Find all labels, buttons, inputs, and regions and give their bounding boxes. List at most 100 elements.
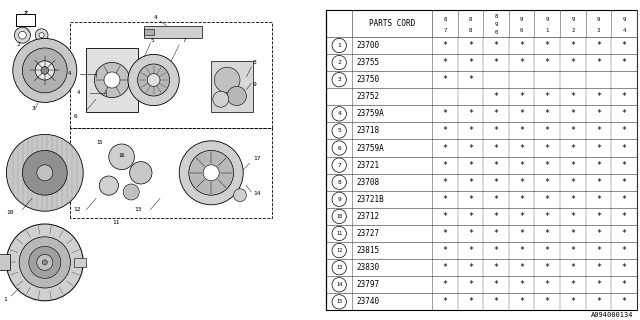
Circle shape: [227, 86, 246, 106]
Text: *: *: [596, 41, 601, 50]
Text: *: *: [621, 280, 627, 289]
Circle shape: [6, 224, 83, 301]
Text: *: *: [493, 178, 499, 187]
Circle shape: [332, 175, 346, 189]
Bar: [326, 242, 637, 259]
Text: *: *: [570, 297, 575, 306]
Text: *: *: [545, 126, 550, 135]
Text: *: *: [570, 161, 575, 170]
Text: *: *: [570, 246, 575, 255]
Circle shape: [332, 55, 346, 70]
Text: *: *: [570, 195, 575, 204]
Text: *: *: [545, 195, 550, 204]
Bar: [326, 293, 637, 310]
Text: *: *: [468, 41, 473, 50]
Text: 23712: 23712: [357, 212, 380, 221]
Text: *: *: [545, 263, 550, 272]
Bar: [74, 258, 86, 267]
Text: 23830: 23830: [357, 263, 380, 272]
Text: *: *: [621, 246, 627, 255]
Text: *: *: [493, 144, 499, 153]
Text: *: *: [442, 144, 447, 153]
Text: 23740: 23740: [357, 297, 380, 306]
Bar: [326, 276, 637, 293]
Text: *: *: [468, 195, 473, 204]
Text: *: *: [442, 161, 447, 170]
Text: *: *: [519, 58, 524, 67]
Bar: [144, 29, 154, 35]
Text: *: *: [545, 161, 550, 170]
Text: *: *: [442, 212, 447, 221]
Text: *: *: [545, 229, 550, 238]
Bar: [144, 26, 202, 38]
Text: 7: 7: [337, 163, 341, 168]
Text: 9: 9: [494, 22, 498, 27]
Circle shape: [109, 144, 134, 170]
Text: 1: 1: [337, 43, 341, 48]
Text: z: z: [24, 10, 28, 16]
Text: *: *: [596, 109, 601, 118]
Text: *: *: [493, 280, 499, 289]
Circle shape: [19, 237, 70, 288]
Circle shape: [22, 48, 67, 93]
Text: *: *: [621, 263, 627, 272]
Text: *: *: [468, 229, 473, 238]
Text: *: *: [596, 58, 601, 67]
Text: A094000134: A094000134: [591, 312, 634, 318]
Text: 7: 7: [443, 28, 447, 33]
Text: 13: 13: [134, 207, 142, 212]
Circle shape: [332, 38, 346, 53]
Text: *: *: [468, 280, 473, 289]
Text: 23752: 23752: [357, 92, 380, 101]
Text: 2: 2: [571, 28, 575, 33]
Text: *: *: [545, 92, 550, 101]
Text: *: *: [621, 144, 627, 153]
Text: 23727: 23727: [357, 229, 380, 238]
Text: *: *: [621, 58, 627, 67]
Text: *: *: [493, 297, 499, 306]
Text: 4: 4: [622, 28, 626, 33]
Text: *: *: [519, 280, 524, 289]
Text: *: *: [621, 212, 627, 221]
Text: *: *: [442, 246, 447, 255]
Text: *: *: [545, 41, 550, 50]
Text: 11: 11: [336, 231, 342, 236]
Text: 6: 6: [74, 114, 77, 119]
Text: PARTS CORD: PARTS CORD: [369, 19, 415, 28]
Text: *: *: [493, 92, 499, 101]
Circle shape: [37, 254, 53, 270]
Bar: [326, 191, 637, 208]
Text: 5: 5: [150, 37, 154, 43]
Text: *: *: [519, 246, 524, 255]
Text: *: *: [596, 195, 601, 204]
Text: 8: 8: [253, 60, 257, 65]
Circle shape: [332, 209, 346, 224]
Text: *: *: [442, 195, 447, 204]
Text: 8: 8: [468, 28, 472, 33]
Text: 23708: 23708: [357, 178, 380, 187]
Text: *: *: [570, 126, 575, 135]
Text: 23755: 23755: [357, 58, 380, 67]
Text: *: *: [621, 195, 627, 204]
Text: *: *: [621, 229, 627, 238]
Text: 3: 3: [596, 28, 600, 33]
Circle shape: [6, 134, 83, 211]
Text: 4: 4: [337, 111, 341, 116]
Text: *: *: [468, 58, 473, 67]
Text: *: *: [442, 297, 447, 306]
Text: *: *: [570, 92, 575, 101]
Text: *: *: [570, 109, 575, 118]
Circle shape: [99, 176, 118, 195]
Bar: [326, 208, 637, 225]
Text: *: *: [468, 246, 473, 255]
Text: *: *: [493, 126, 499, 135]
Text: *: *: [519, 212, 524, 221]
Text: 14: 14: [336, 282, 342, 287]
Text: 23721: 23721: [357, 161, 380, 170]
Text: *: *: [596, 178, 601, 187]
Text: *: *: [468, 126, 473, 135]
Circle shape: [332, 73, 346, 87]
Bar: [326, 174, 637, 191]
Text: 9: 9: [622, 17, 626, 22]
Text: *: *: [621, 41, 627, 50]
